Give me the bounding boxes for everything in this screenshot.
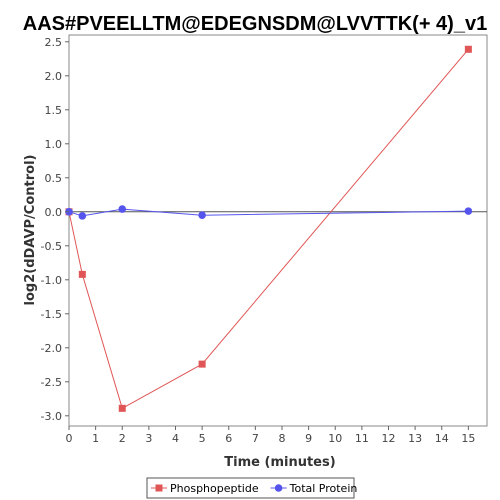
legend-label: Total Protein [289,482,358,495]
data-point [78,212,87,220]
plot-area [68,34,488,427]
legend-marker [274,484,283,492]
x-tick-label: 7 [252,432,259,445]
data-point [464,45,472,53]
x-tick-label: 12 [381,432,395,445]
x-tick-label: 5 [199,432,206,445]
x-tick-label: 2 [119,432,126,445]
x-tick-label: 10 [328,432,342,445]
x-tick-label: 9 [305,432,312,445]
y-tick-label: 0.5 [45,172,63,185]
y-tick-label: -1.0 [41,274,62,287]
x-axis-label: Time (minutes) [224,455,335,470]
x-tick-label: 1 [92,432,99,445]
data-point [198,211,206,219]
x-tick-label: 6 [225,432,232,445]
data-point [78,270,86,278]
x-tick-label: 11 [355,432,369,445]
y-axis-label: log2(dDAVP/Control) [23,155,38,306]
legend-box [146,477,355,499]
y-tick-label: 1.0 [45,138,63,151]
x-tick-label: 4 [172,432,179,445]
data-point [118,404,126,412]
legend-item: Phosphopeptide [151,482,259,495]
x-tick-label: 15 [461,432,475,445]
y-tick-label: 0.0 [45,206,63,219]
legend-marker [155,484,163,492]
y-tick-label: -3.0 [41,410,62,423]
y-tick-label: -2.0 [41,342,62,355]
legend-label: Phosphopeptide [170,482,259,495]
x-tick-label: 8 [278,432,285,445]
chart-title: AAS#PVEELLTM@EDEGNSDM@LVVTTK(+ 4)_v1 [23,13,487,35]
data-point [464,207,473,215]
data-point [198,360,206,368]
y-tick-label: 2.0 [45,70,63,83]
y-tick-label: -0.5 [41,240,62,253]
y-tick-label: 2.5 [45,36,63,49]
x-tick-label: 13 [408,432,422,445]
legend: Phosphopeptide Total Protein [146,477,358,499]
x-tick-label: 14 [435,432,449,445]
x-tick-label: 0 [66,432,73,445]
series-total-protein [65,205,473,220]
y-tick-label: 1.5 [45,104,63,117]
data-point [118,205,127,213]
legend-item: Total Protein [270,482,358,495]
x-tick-label: 3 [145,432,152,445]
y-tick-label: -1.5 [41,308,62,321]
y-tick-label: -2.5 [41,376,62,389]
